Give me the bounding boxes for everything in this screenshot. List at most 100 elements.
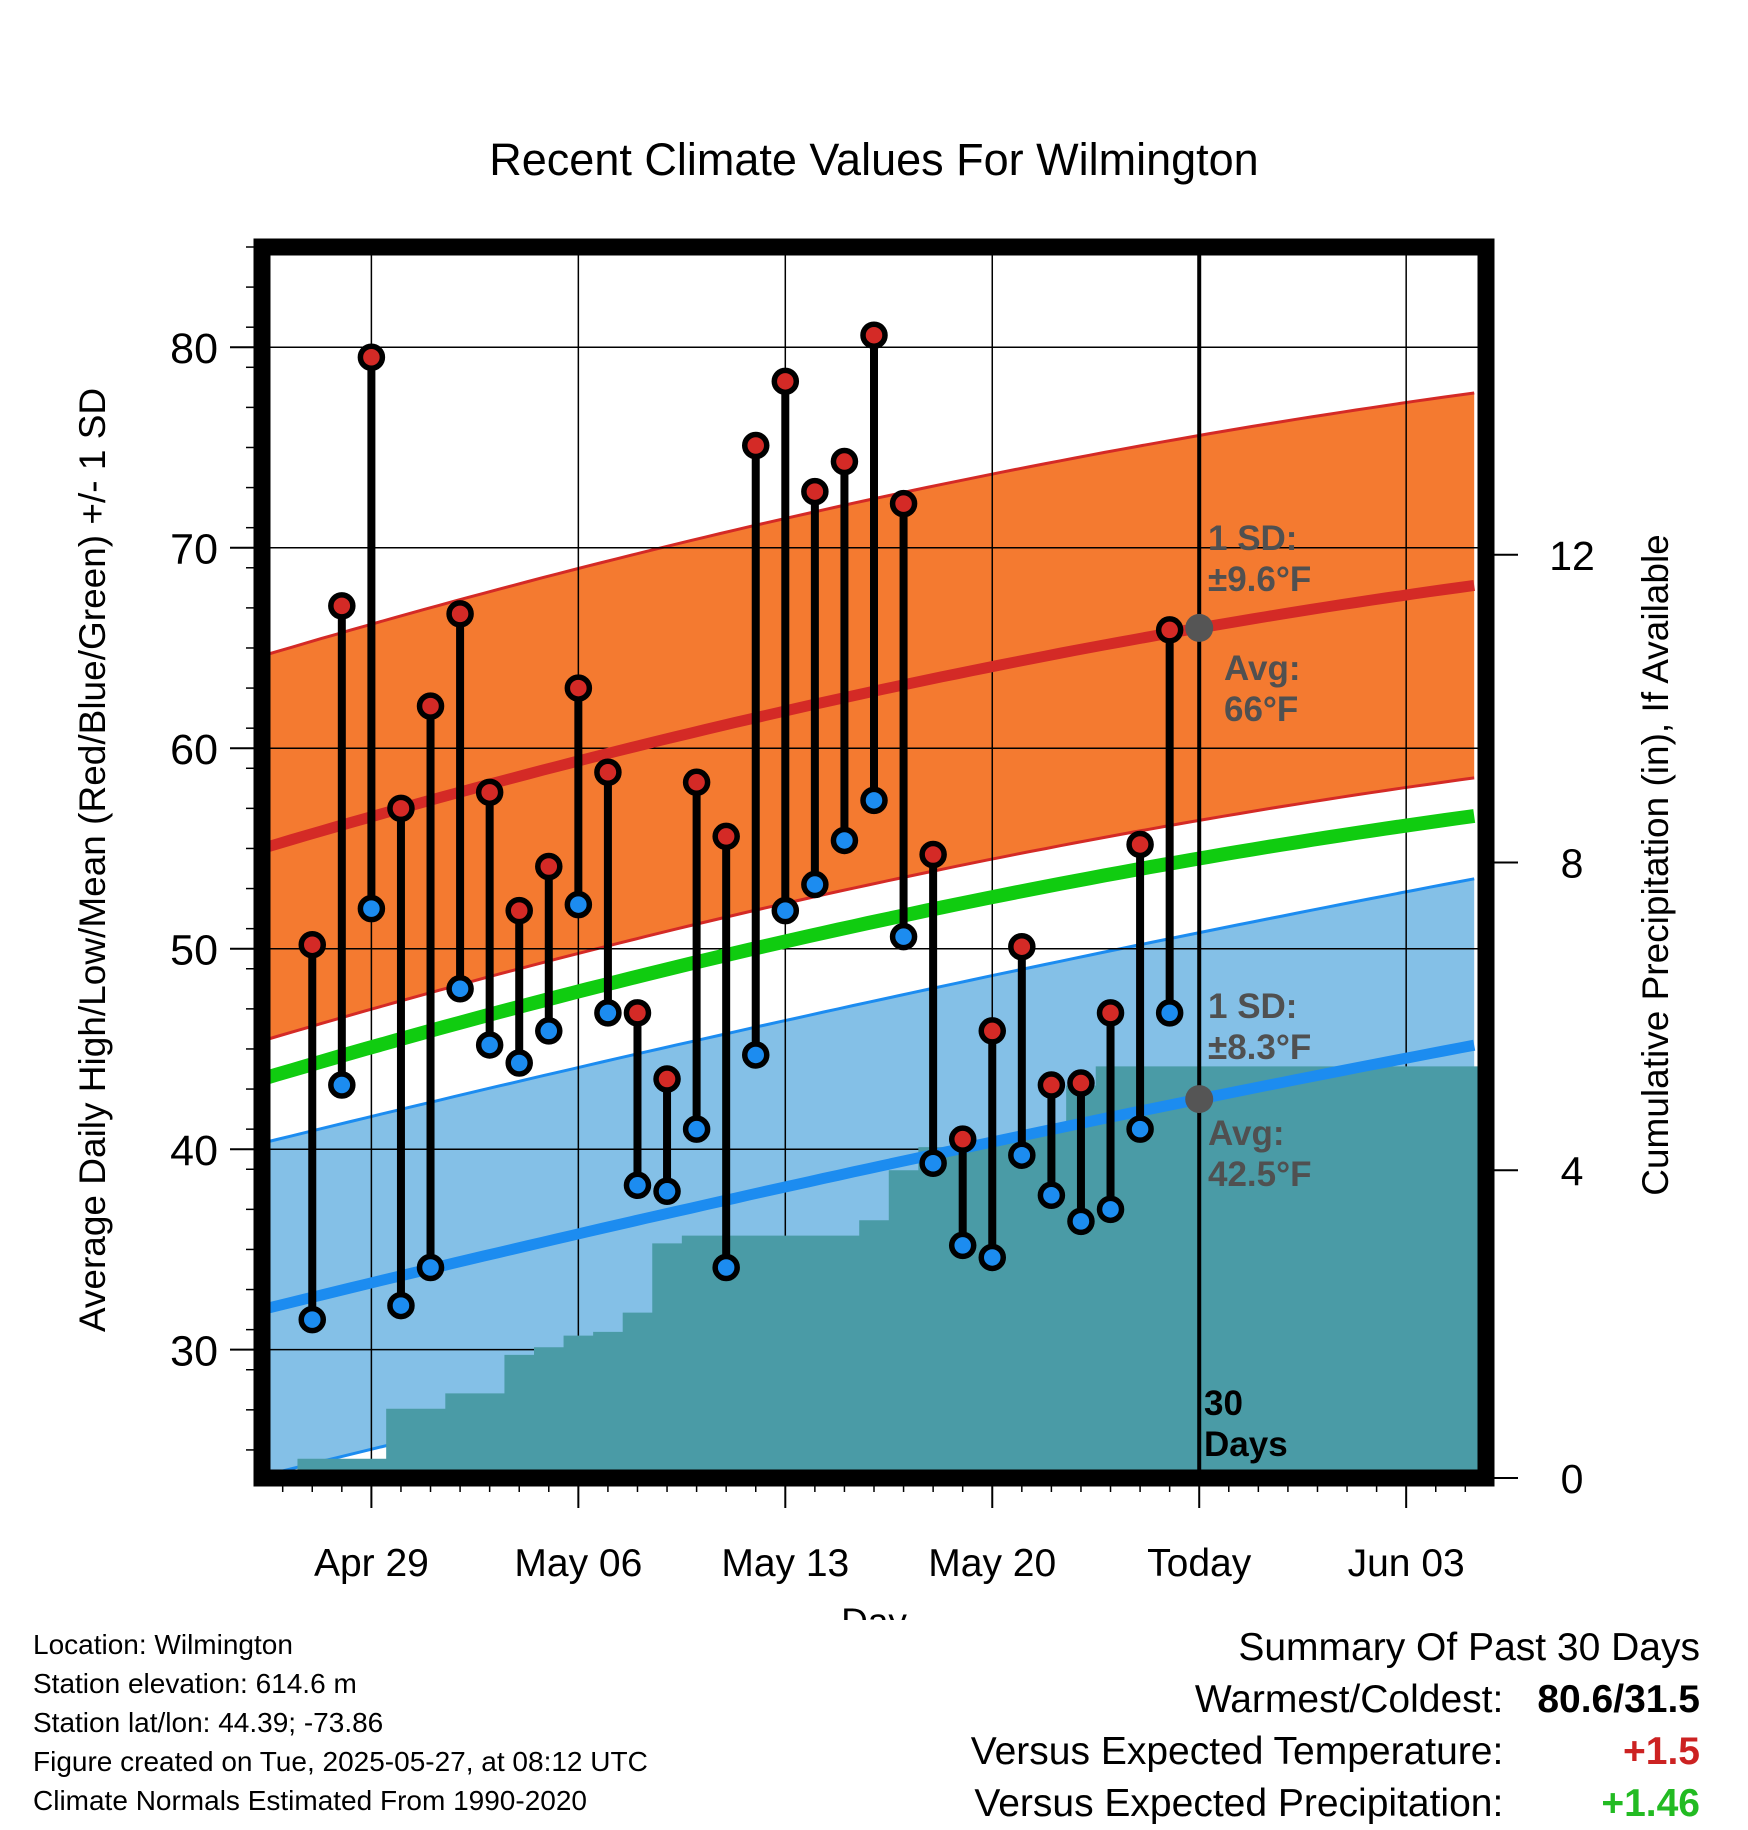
created-text: Figure created on Tue, 2025-05-27, at 08… [33, 1746, 648, 1777]
annotation-value: ±8.3°F [1208, 1028, 1311, 1067]
daily-range-stems [298, 321, 1214, 1334]
low-point [919, 1149, 947, 1177]
low-point [889, 922, 918, 951]
annotation-label: Avg: [1208, 1114, 1284, 1153]
low-point [741, 1041, 770, 1069]
high-point [860, 321, 888, 349]
annotation-value: Days [1204, 1425, 1288, 1464]
annotation-value: 42.5°F [1208, 1155, 1312, 1194]
x-tick-label: Apr 29 [314, 1542, 429, 1585]
location-text: Location: Wilmington [33, 1629, 293, 1660]
low-point [830, 826, 859, 855]
low-point [1096, 1195, 1125, 1224]
axes: 30 40 50 60 70 80 0 4 8 12 Apr 29 May 06 May 13 May 2… [170, 246, 1595, 1585]
low-point [446, 975, 474, 1003]
precip-value: +1.46 [1601, 1782, 1700, 1825]
high-point [978, 1017, 1007, 1045]
today-normal-low-dot [1185, 1085, 1214, 1114]
high-point [712, 822, 740, 851]
low-point [1126, 1115, 1154, 1143]
high-point [387, 794, 415, 823]
low-point [416, 1253, 445, 1282]
high-point [416, 692, 445, 720]
warmest-label: Warmest/Coldest: [1194, 1678, 1504, 1721]
precip-area [297, 1066, 1486, 1478]
y-left-tick-label: 50 [170, 927, 218, 975]
high-point [771, 367, 800, 396]
chart-title: Recent Climate Values For Wilmington [489, 134, 1258, 185]
low-point [771, 896, 800, 925]
today-normal-high-dot [1185, 613, 1214, 642]
low-point [535, 1017, 563, 1045]
annotation-label: 30 [1204, 1384, 1243, 1423]
station-info: Location: Wilmington Station elevation: … [33, 1625, 648, 1820]
low-sd-band [262, 878, 1475, 1476]
high-point [1126, 830, 1154, 859]
temp-value: +1.5 [1623, 1730, 1700, 1773]
y-right-tick-label: 4 [1561, 1148, 1584, 1194]
annotation-label: Avg: [1224, 649, 1300, 688]
high-point [1096, 999, 1125, 1027]
low-point [948, 1231, 977, 1260]
high-point [948, 1125, 977, 1153]
high-point [1037, 1071, 1066, 1099]
high-sd-band [262, 393, 1475, 1041]
high-point [535, 852, 563, 881]
high-point [682, 768, 711, 797]
normal-mean-line [262, 809, 1476, 1086]
low-point [1037, 1181, 1066, 1210]
x-tick-label: Today [1147, 1542, 1252, 1585]
low-point [1155, 999, 1184, 1027]
cumulative-precip-area [297, 1066, 1486, 1478]
high-point [328, 592, 356, 620]
annotation-value: 66°F [1224, 690, 1298, 729]
low-point [978, 1243, 1007, 1272]
summary-panel: Summary Of Past 30 Days Warmest/Coldest:… [971, 1622, 1700, 1830]
normal-low-line [262, 1039, 1476, 1315]
high-point [830, 447, 859, 476]
low-point [387, 1291, 415, 1320]
y-axis-label-left: Average Daily High/Low/Mean (Red/Blue/Gr… [72, 388, 113, 1332]
high-point [357, 343, 386, 372]
y-left-tick-label: 60 [170, 726, 218, 774]
low-point [653, 1177, 681, 1206]
x-tick-label: Jun 03 [1348, 1542, 1465, 1585]
y-left-tick-label: 70 [170, 526, 218, 574]
high-point [475, 778, 504, 807]
low-point [712, 1253, 740, 1282]
low-point [298, 1305, 327, 1334]
high-point [889, 489, 918, 518]
low-point [594, 999, 622, 1027]
precip-label: Versus Expected Precipitation: [974, 1782, 1504, 1825]
annotation-label: 1 SD: [1208, 519, 1297, 558]
climate-chart: Recent Climate Values For Wilmington 30 4… [72, 134, 1676, 1620]
low-point [1067, 1207, 1095, 1236]
low-point [505, 1049, 533, 1077]
low-point [1008, 1141, 1036, 1169]
high-point [446, 600, 474, 628]
low-point [860, 786, 888, 815]
high-point [801, 477, 829, 506]
high-point [505, 896, 533, 925]
warmest-value: 80.6/31.5 [1537, 1678, 1700, 1721]
high-point [1155, 616, 1184, 644]
temp-label: Versus Expected Temperature: [970, 1730, 1504, 1773]
high-point [623, 999, 652, 1027]
latlon-text: Station lat/lon: 44.39; -73.86 [33, 1707, 384, 1738]
low-point [564, 890, 593, 919]
high-point [741, 431, 770, 460]
x-tick-label: May 06 [514, 1542, 642, 1585]
x-tick-label: May 13 [721, 1542, 849, 1585]
y-left-tick-label: 30 [170, 1328, 218, 1376]
y-left-tick-label: 40 [170, 1127, 218, 1175]
y-right-tick-label: 0 [1561, 1456, 1584, 1502]
high-point [594, 758, 622, 787]
summary-title: Summary Of Past 30 Days [1238, 1626, 1700, 1669]
low-point [328, 1071, 356, 1099]
y-right-tick-label: 8 [1561, 841, 1584, 887]
low-point [682, 1115, 711, 1143]
low-point [623, 1171, 652, 1200]
elevation-text: Station elevation: 614.6 m [33, 1668, 357, 1699]
high-sd-upper-edge [262, 391, 1475, 658]
